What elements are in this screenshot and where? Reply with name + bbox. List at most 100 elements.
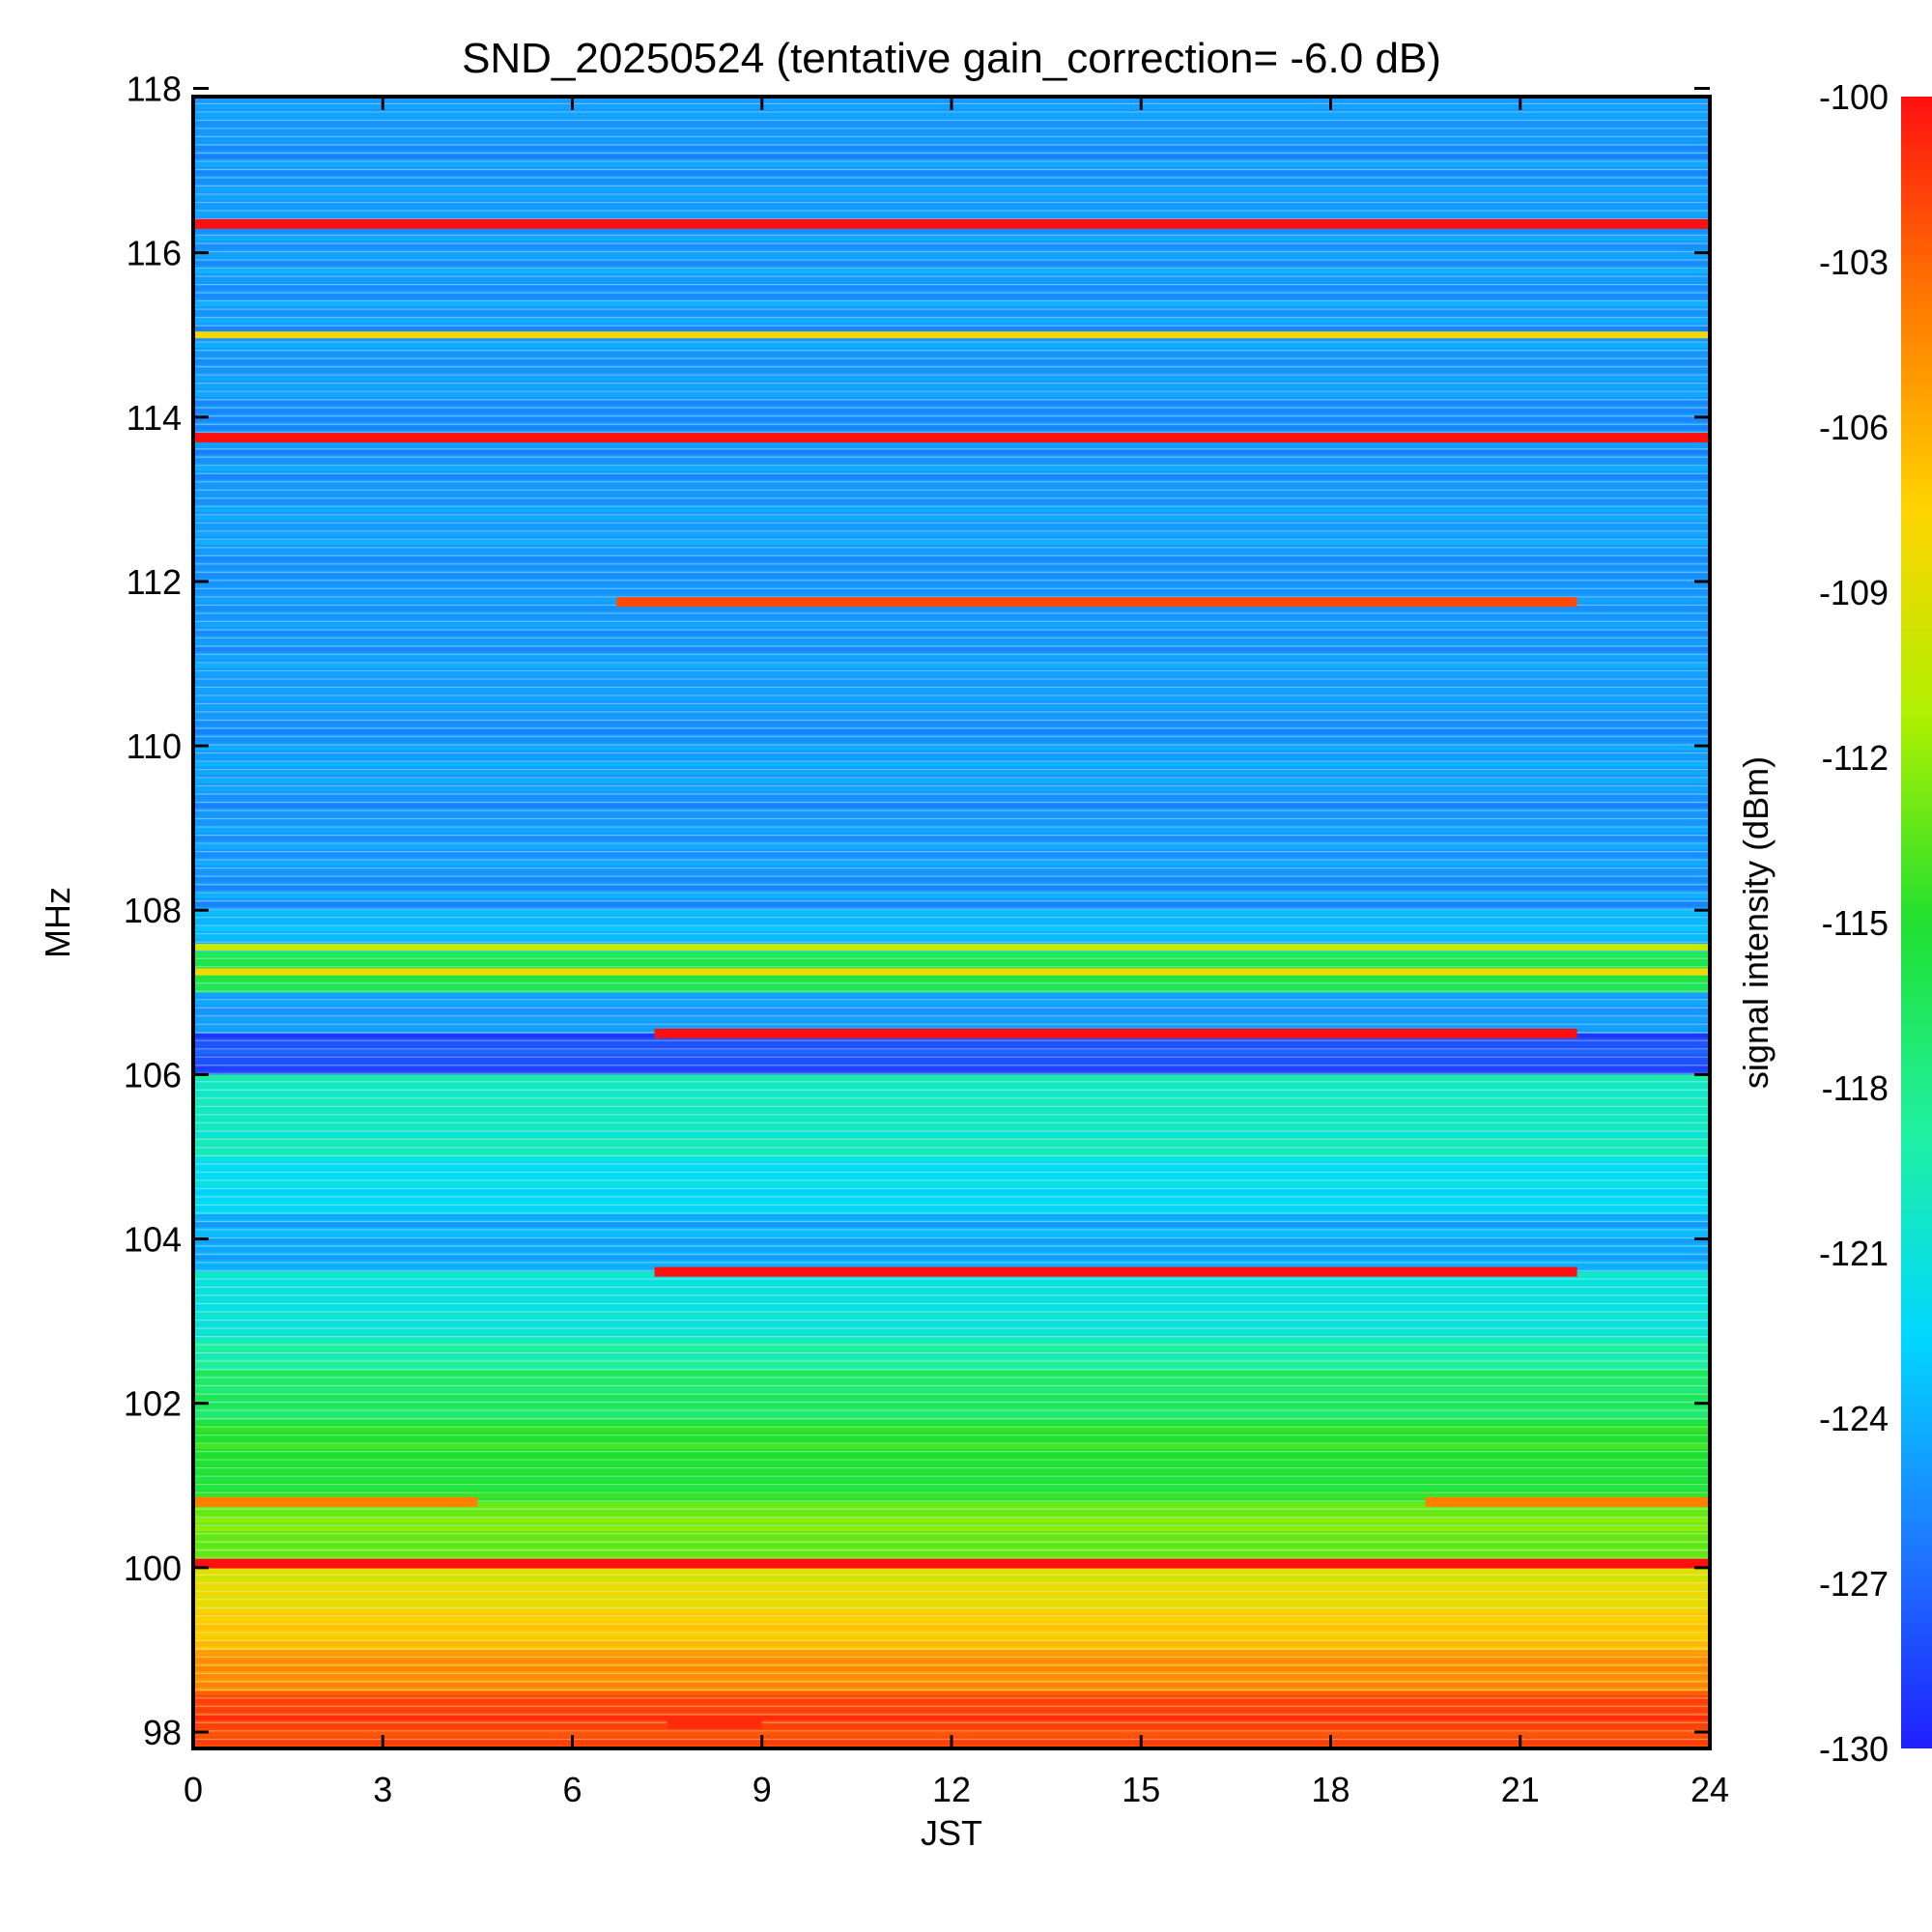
channel-gap — [193, 308, 1710, 310]
noise-streak — [193, 1091, 1710, 1096]
colorbar-tick-label: -109 — [1819, 573, 1889, 612]
channel-gap — [193, 645, 1710, 647]
channel-gap — [193, 842, 1710, 844]
noise-streak — [193, 482, 1710, 488]
channel-gap — [193, 1262, 1710, 1264]
channel-gap — [193, 390, 1710, 392]
noise-streak — [193, 1428, 1710, 1433]
noise-streak — [193, 327, 1710, 331]
noise-streak — [193, 301, 1710, 307]
channel-gap — [193, 966, 1710, 968]
colorbar-ticks: -100 -103 -106 -109 -112 -115 -118 -121 -124 -127… — [1819, 77, 1889, 1769]
noise-streak — [193, 680, 1710, 685]
noise-streak — [193, 277, 1710, 282]
channel-gap — [193, 1541, 1710, 1543]
noise-streak — [193, 877, 1710, 882]
channel-gap — [193, 695, 1710, 696]
noise-streak — [193, 1304, 1710, 1310]
signal-line — [1425, 1496, 1710, 1507]
channel-gap — [193, 768, 1710, 771]
noise-streak — [193, 310, 1710, 315]
channel-gap — [193, 1007, 1710, 1009]
channel-gap — [193, 275, 1710, 277]
noise-streak — [193, 581, 1710, 586]
noise-streak — [193, 1074, 1710, 1080]
channel-gap — [193, 1632, 1710, 1634]
channel-gap — [193, 1656, 1710, 1658]
channel-gap — [193, 1335, 1710, 1338]
noise-streak — [193, 1576, 1710, 1581]
x-tick-label: 9 — [753, 1770, 772, 1809]
y-tick-label: 102 — [124, 1384, 182, 1424]
y-tick-label: 114 — [127, 398, 182, 438]
noise-streak — [193, 746, 1710, 751]
noise-streak — [193, 236, 1710, 242]
channel-gap — [193, 383, 1710, 384]
colorbar-tick-label: -115 — [1822, 903, 1889, 943]
noise-streak — [193, 384, 1710, 389]
channel-gap — [193, 982, 1710, 984]
channel-gap — [193, 1384, 1710, 1387]
noise-streak — [193, 926, 1710, 931]
noise-streak — [193, 556, 1710, 562]
channel-gap — [193, 1648, 1710, 1650]
noise-streak — [193, 811, 1710, 816]
channel-gap — [193, 867, 1710, 869]
channel-gap — [193, 193, 1710, 195]
channel-gap — [193, 1517, 1710, 1519]
noise-streak — [193, 1115, 1710, 1121]
channel-gap — [193, 152, 1710, 155]
noise-streak — [193, 1107, 1710, 1113]
noise-streak — [193, 1016, 1710, 1022]
noise-streak — [193, 1452, 1710, 1458]
noise-streak — [193, 1682, 1710, 1688]
channel-gap — [193, 1401, 1710, 1404]
channel-gap — [193, 1549, 1710, 1551]
noise-streak — [193, 1649, 1710, 1655]
channel-gap — [193, 1475, 1710, 1477]
channel-gap — [193, 1212, 1710, 1214]
noise-streak — [193, 1164, 1710, 1170]
noise-streak — [193, 1411, 1710, 1416]
y-tick-label: 106 — [124, 1055, 182, 1094]
noise-streak — [193, 548, 1710, 554]
channel-gap — [193, 1245, 1710, 1247]
channel-gap — [193, 1220, 1710, 1223]
noise-streak — [193, 146, 1710, 151]
y-tick-label: 104 — [124, 1220, 182, 1260]
channel-gap — [193, 522, 1710, 524]
channel-gap — [193, 1705, 1710, 1707]
noise-streak — [193, 1198, 1710, 1203]
noise-streak — [193, 647, 1710, 652]
channel-gap — [193, 366, 1710, 368]
channel-gap — [193, 637, 1710, 639]
noise-streak — [193, 1296, 1710, 1301]
colorbar-tick-label: -124 — [1819, 1399, 1889, 1438]
channel-gap — [193, 1360, 1710, 1362]
y-axis-ticks: 98 100 102 104 106 108 110 112 114 116 118 — [124, 69, 1710, 1752]
noise-streak — [193, 154, 1710, 159]
noise-streak — [193, 1180, 1710, 1186]
channel-gap — [193, 669, 1710, 672]
channel-gap — [193, 1138, 1710, 1140]
channel-gap — [193, 1409, 1710, 1411]
channel-gap — [193, 1302, 1710, 1305]
noise-streak — [193, 713, 1710, 718]
noise-streak — [193, 515, 1710, 521]
noise-streak — [193, 179, 1710, 184]
noise-streak — [193, 376, 1710, 381]
channel-gap — [193, 234, 1710, 237]
colorbar — [1901, 97, 1932, 1748]
channel-gap — [193, 399, 1710, 401]
noise-streak — [193, 343, 1710, 348]
noise-streak — [193, 1510, 1710, 1515]
channel-gap — [193, 1451, 1710, 1453]
channel-gap — [193, 1467, 1710, 1469]
noise-streak — [193, 1723, 1710, 1729]
channel-gap — [193, 686, 1710, 689]
channel-gap — [193, 1236, 1710, 1239]
noise-streak — [193, 1477, 1710, 1482]
noise-streak — [193, 589, 1710, 595]
channel-gap — [193, 892, 1710, 894]
